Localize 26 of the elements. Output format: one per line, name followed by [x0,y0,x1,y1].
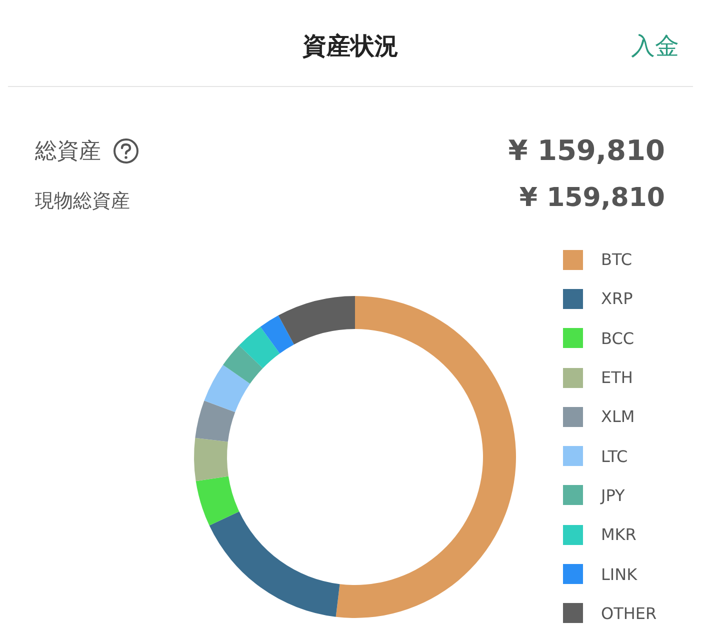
text: 入金 [631,31,679,62]
legend-label: MKR [601,525,636,544]
donut-slice [196,476,240,526]
donut-slice [278,296,355,344]
legend-label: ETH [601,368,633,388]
donut-slice [222,345,263,384]
chart-title: 資産状況 [302,32,398,60]
legend-label: XLM [601,407,635,426]
text: 総資産 [35,138,101,166]
legend-label: LINK [601,564,638,584]
donut-slice [239,326,280,368]
donut-slice [336,296,516,618]
donut-slice [260,315,294,354]
legend-label: JPY [601,486,625,505]
donut-slice [195,400,236,442]
text: ¥ 159,810 [508,134,665,167]
donut-slice [204,364,250,412]
donut-slice [194,438,228,482]
donut-slice [209,512,340,617]
legend-label: BTC [601,250,632,270]
legend-label: OTHER [601,604,657,623]
text: 現物総資産 [35,189,130,214]
legend-label: BCC [601,328,634,348]
text: ¥ 159,810 [519,183,665,213]
legend-label: LTC [601,446,628,466]
legend-label: XRP [601,289,633,308]
